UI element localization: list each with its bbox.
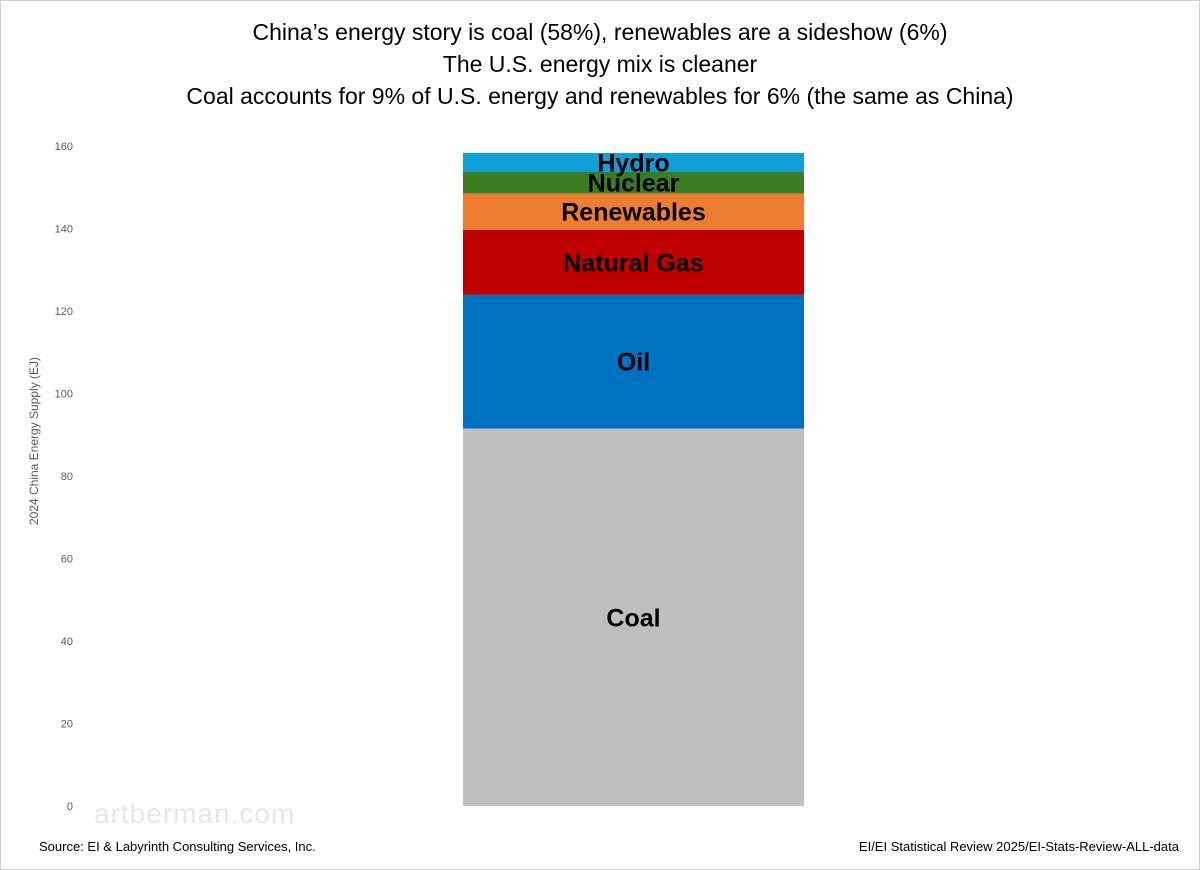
y-tick-label: 20 (61, 719, 73, 731)
data-label-hydro: Hydro (597, 150, 669, 178)
y-tick-label: 80 (61, 471, 73, 483)
bar-segment-nuclear (463, 171, 804, 194)
data-label-oil: Oil (617, 349, 650, 377)
chart-title-line-1: China’s energy story is coal (58%), rene… (252, 19, 948, 45)
bar-segment-natural-gas (463, 229, 804, 295)
bar-segment-oil (463, 294, 804, 429)
y-tick-label: 140 (55, 224, 73, 236)
data-label-nuclear: Nuclear (588, 170, 680, 198)
watermark: artberman.com (94, 798, 296, 829)
y-tick-label: 100 (55, 389, 73, 401)
y-tick-label: 120 (55, 306, 73, 318)
bar-segment-hydro (463, 153, 804, 172)
data-label-natural-gas: Natural Gas (563, 249, 703, 277)
y-tick-label: 160 (55, 141, 73, 153)
y-tick-label: 0 (67, 801, 73, 813)
bar-segment-coal (463, 428, 804, 806)
chart-title-line-2: The U.S. energy mix is cleaner (442, 51, 758, 77)
y-tick-label: 60 (61, 554, 73, 566)
data-reference: EI/EI Statistical Review 2025/EI-Stats-R… (858, 839, 1179, 854)
data-label-coal: Coal (606, 604, 660, 632)
chart-title-line-3: Coal accounts for 9% of U.S. energy and … (186, 83, 1014, 109)
y-tick-label: 40 (61, 636, 73, 648)
y-axis-label: 2024 China Energy Supply (EJ) (27, 357, 41, 525)
bar-segment-renewables (463, 193, 804, 230)
data-label-renewables: Renewables (561, 199, 706, 227)
source-note: Source: EI & Labyrinth Consulting Servic… (39, 839, 316, 854)
